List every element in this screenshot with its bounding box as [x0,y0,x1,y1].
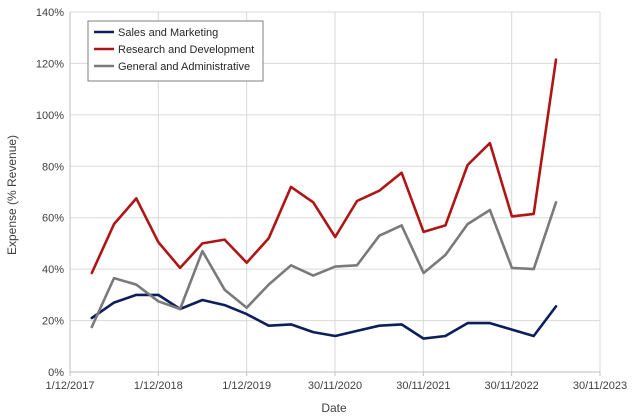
x-tick-label: 30/11/2021 [396,380,450,392]
y-axis-title: Expense (% Revenue) [5,135,19,255]
x-tick-label: 30/11/2022 [485,380,539,392]
y-tick-label: 20% [42,316,64,328]
axes [69,12,601,376]
legend: Sales and Marketing Research and Developm… [87,20,264,82]
series-line-sales-and-marketing [90,293,558,340]
legend-box [87,20,264,82]
x-tick-label: 30/11/2023 [573,380,627,392]
y-tick-label: 80% [42,161,64,173]
series-line-research-and-development [90,58,558,275]
x-tick-labels: 1/12/2017 1/12/2018 1/12/2019 30/11/2020 30/… [46,380,628,392]
y-tick-label: 0% [48,367,64,379]
legend-label-research-and-development: Research and Development [118,44,254,56]
y-tick-label: 40% [42,264,64,276]
series-lines [90,58,558,340]
x-tick-label: 1/12/2018 [134,380,183,392]
y-tick-label: 100% [36,110,64,122]
x-tick-label: 1/12/2017 [46,380,95,392]
legend-label-sales-and-marketing: Sales and Marketing [118,27,218,39]
x-axis-title: Date [321,401,347,415]
y-tick-label: 60% [42,213,64,225]
y-tick-label: 120% [36,58,64,70]
x-tick-label: 30/11/2020 [308,380,362,392]
legend-label-general-and-administrative: General and Administrative [118,61,250,73]
y-tick-labels: 0% 20% 40% 60% 80% 100% 120% 140% [36,7,64,379]
x-tick-label: 1/12/2019 [222,380,271,392]
y-tick-label: 140% [36,7,64,19]
series-line-general-and-administrative [90,201,558,329]
